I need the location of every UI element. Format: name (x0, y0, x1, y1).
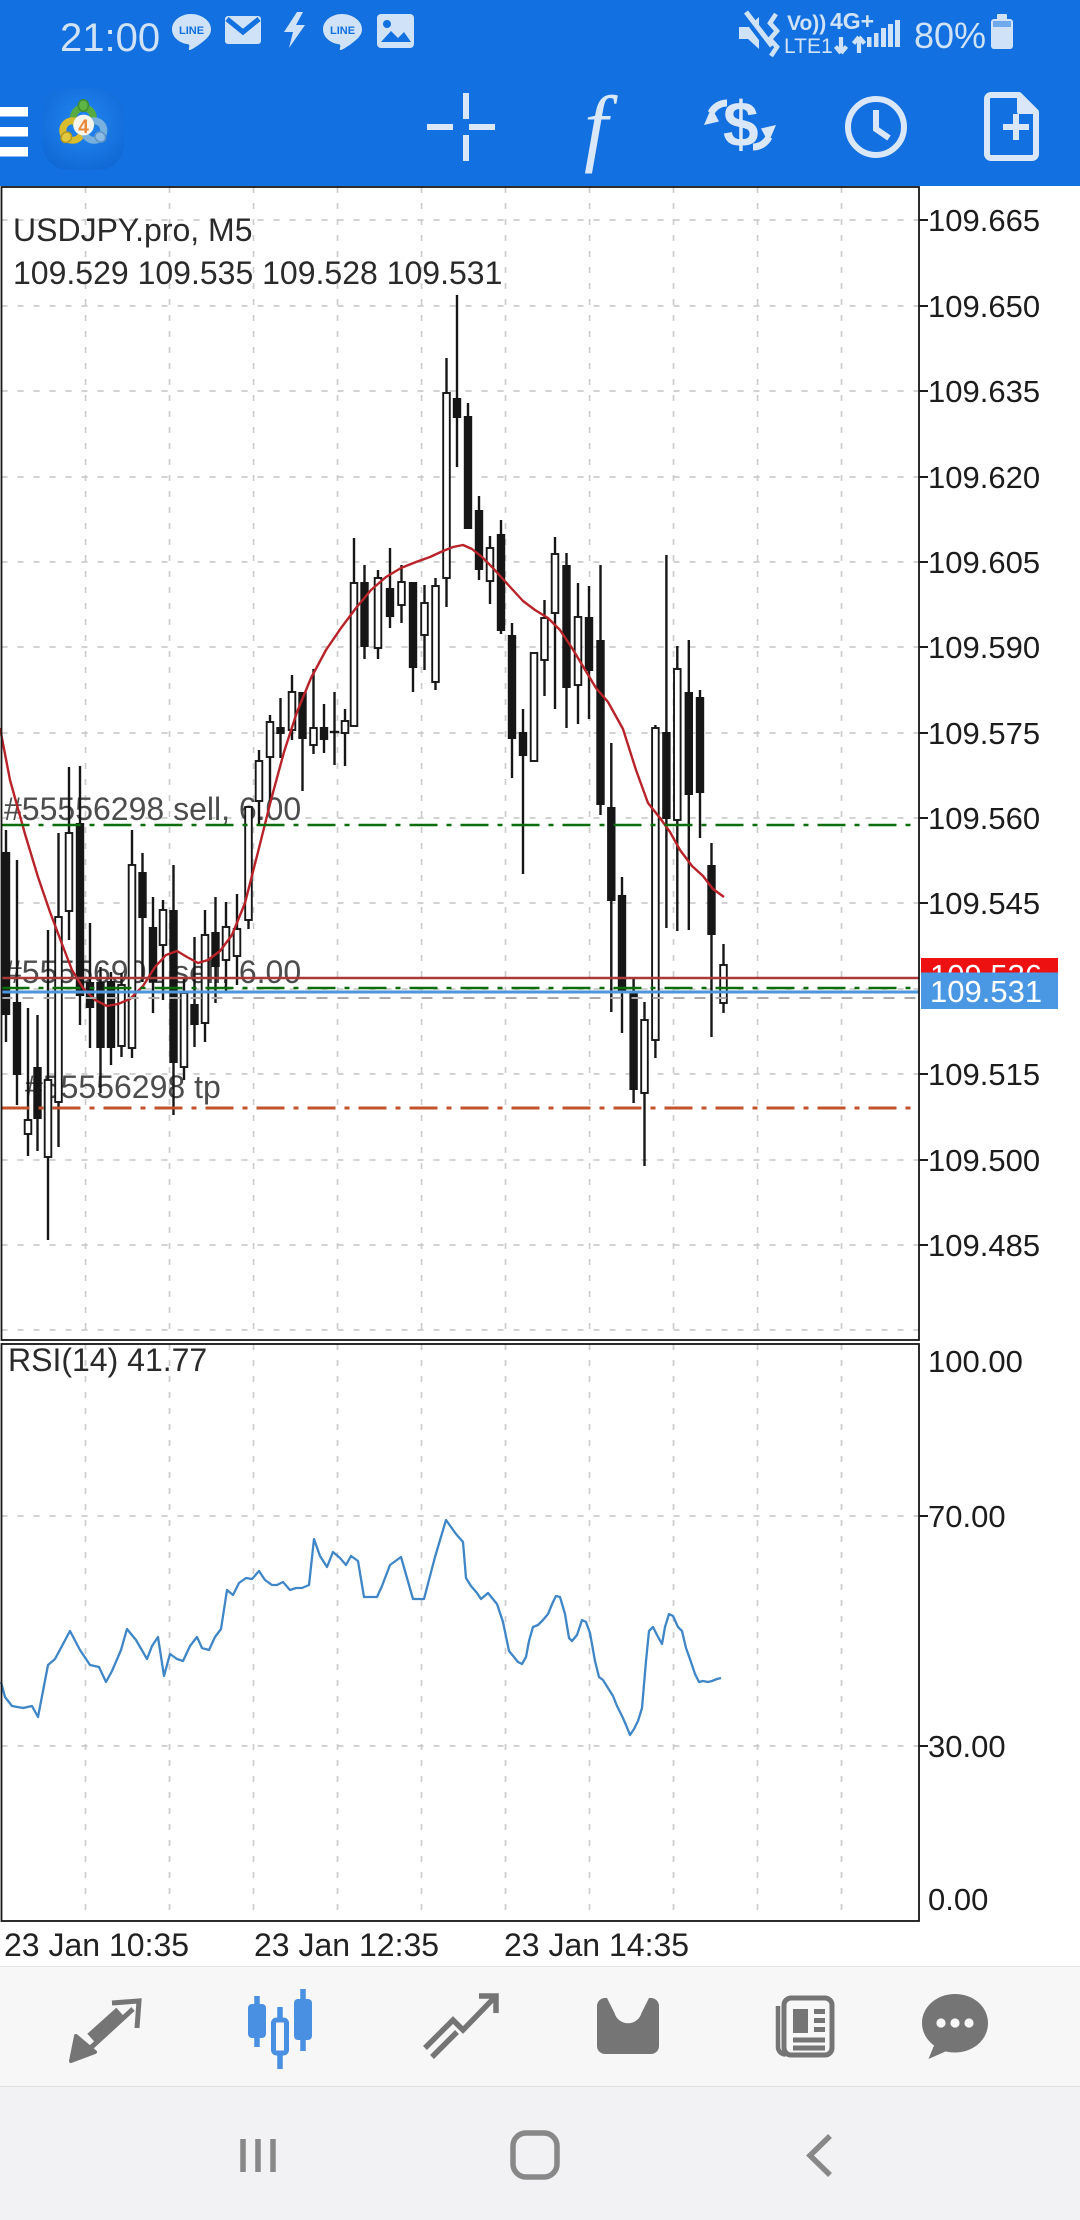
svg-text:109.545: 109.545 (928, 886, 1040, 921)
svg-text:109.500: 109.500 (928, 1143, 1040, 1178)
svg-text:70.00: 70.00 (928, 1499, 1006, 1534)
svg-text:USDJPY.pro, M5: USDJPY.pro, M5 (13, 212, 253, 248)
svg-text:109.575: 109.575 (928, 716, 1040, 751)
svg-text:109.515: 109.515 (928, 1057, 1040, 1092)
svg-text:$: $ (723, 88, 759, 160)
svg-text:109.620: 109.620 (928, 460, 1040, 495)
svg-text:109.531: 109.531 (930, 974, 1042, 1009)
svg-text:109.650: 109.650 (928, 289, 1040, 324)
svg-text:109.560: 109.560 (928, 801, 1040, 836)
svg-text:RSI(14) 41.77: RSI(14) 41.77 (8, 1342, 207, 1378)
svg-text:4: 4 (78, 117, 89, 138)
svg-text:LTE1: LTE1 (784, 35, 833, 58)
svg-text:109.529 109.535 109.528 109.53: 109.529 109.535 109.528 109.531 (13, 255, 502, 291)
svg-text:30.00: 30.00 (928, 1729, 1006, 1764)
svg-text:109.485: 109.485 (928, 1228, 1040, 1263)
svg-text:23 Jan 12:35: 23 Jan 12:35 (254, 1927, 439, 1963)
svg-text:109.665: 109.665 (928, 203, 1040, 238)
svg-text:23 Jan 10:35: 23 Jan 10:35 (4, 1927, 189, 1963)
svg-text:Vo)): Vo)) (787, 12, 826, 35)
svg-text:109.590: 109.590 (928, 630, 1040, 665)
svg-text:0.00: 0.00 (928, 1882, 988, 1917)
svg-text:LINE: LINE (179, 25, 204, 37)
svg-text:109.635: 109.635 (928, 374, 1040, 409)
svg-text:23 Jan 14:35: 23 Jan 14:35 (504, 1927, 689, 1963)
svg-text:4G+: 4G+ (830, 8, 874, 34)
svg-text:109.605: 109.605 (928, 545, 1040, 580)
svg-text:100.00: 100.00 (928, 1344, 1023, 1379)
svg-text:21:00: 21:00 (60, 16, 160, 60)
svg-text:80%: 80% (914, 15, 986, 56)
svg-text:f: f (584, 78, 618, 174)
svg-text:LINE: LINE (330, 25, 355, 37)
